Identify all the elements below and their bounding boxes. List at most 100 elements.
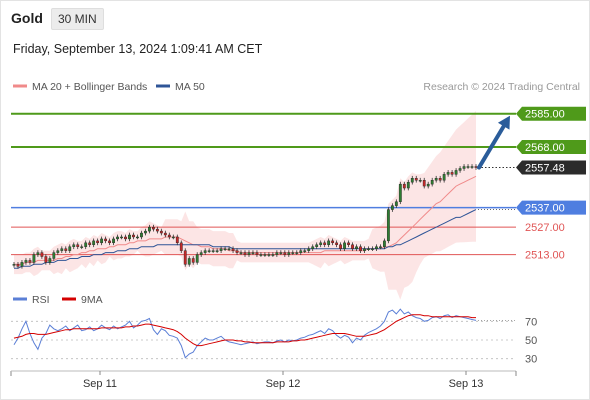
candle [462,164,466,171]
candle [323,240,327,248]
candle-body [438,178,442,181]
candle-body [92,240,96,245]
candle [390,203,394,212]
candle [287,250,291,257]
candle [84,240,88,250]
candle [434,175,438,183]
candle [100,236,104,246]
candle [315,242,319,250]
price-tag-2527.00: 2527.00 [525,222,565,234]
candle [40,250,44,259]
candle [394,199,398,208]
candle-body [363,248,366,251]
candle [44,254,48,265]
x-tick-sep-12: Sep 12 [266,378,301,390]
candle [195,252,199,265]
candle [207,248,211,253]
candle-body [64,248,68,251]
candle-body [231,248,235,251]
candle-body [140,232,143,238]
legend-label-ma50: MA 50 [175,81,205,93]
candle [402,181,406,191]
candle-body [283,252,287,255]
candle-body [116,236,119,240]
candle-body [351,244,354,249]
candle [247,250,251,257]
candle [12,262,16,268]
candle-body [96,240,100,244]
candle [92,238,96,248]
candle-body [88,242,92,245]
candle [295,250,299,255]
candle [48,256,52,265]
candle [144,228,147,236]
candle-body [355,246,358,249]
candle-body [307,248,311,251]
candle-body [152,226,155,230]
price-tag-2537.00: 2537.00 [525,203,565,215]
candle [112,236,115,246]
candle [291,250,295,255]
price-tag-2557.48: 2557.48 [525,163,565,175]
candle [430,177,434,187]
candle-body [454,170,458,175]
candle-body [239,252,243,254]
candle [16,262,20,269]
candle-body [379,246,382,248]
candle [319,240,323,248]
candle-body [311,246,315,249]
price-tag-bg-2568.00 [516,139,586,154]
candle-body [450,172,454,175]
candle-body [383,240,386,247]
candle [124,234,127,242]
candle-body [191,258,195,263]
candle-body [279,252,283,254]
candle [52,250,56,261]
candle [60,246,64,253]
candle [136,234,139,240]
candle-body [36,252,40,255]
candle-body [247,252,251,255]
candle-body [84,242,88,247]
candle [466,164,470,169]
candle-body [144,230,147,234]
candle-body [183,250,187,265]
candle [36,250,40,257]
candle-body [267,254,271,256]
candle [211,248,215,253]
candle-body [163,232,167,236]
candle-body [359,246,362,251]
candle [307,246,311,253]
candle [183,248,187,267]
chart-header: Gold 30 MIN [0,0,590,36]
timeframe-badge[interactable]: 30 MIN [51,8,104,30]
candle [191,256,195,265]
candle-body [398,183,402,202]
candle-body [132,234,135,238]
candle [76,242,80,250]
candle [331,238,335,246]
candle [215,248,219,253]
candle [283,250,287,257]
candle [422,177,426,189]
candle-body [434,178,438,181]
candle [311,244,315,252]
candle-body [136,236,139,239]
candle [96,238,100,246]
candle-body [255,252,259,255]
candle [327,238,331,248]
legend-label-ma20: MA 20 + Bollinger Bands [32,81,147,93]
rsi-tick-70: 70 [525,316,537,328]
candle-body [211,250,215,252]
candle [379,244,382,250]
candle [275,250,279,257]
price-tag-2513.00: 2513.00 [525,250,565,262]
candle [80,244,84,250]
candle-body [327,240,331,245]
candle [116,234,119,242]
candle [175,234,179,246]
candle [363,246,366,253]
candle [20,260,24,269]
rsi-tick-50: 50 [525,335,537,347]
price-tag-2585.00: 2585.00 [525,109,565,121]
